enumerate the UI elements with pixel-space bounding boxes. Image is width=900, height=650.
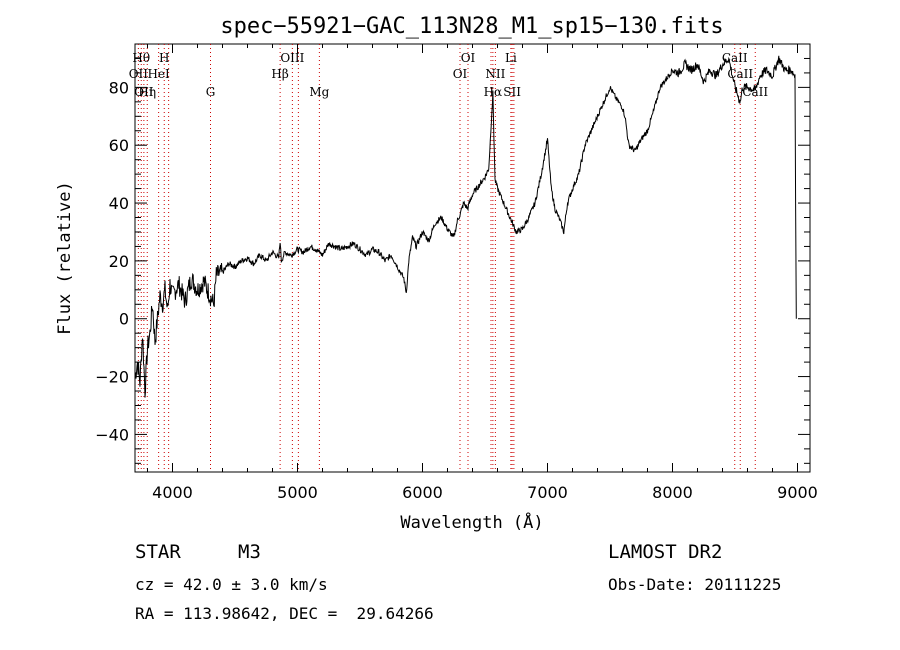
x-tick-label: 6000 xyxy=(402,483,443,502)
y-tick-label: −20 xyxy=(95,368,129,387)
survey-name: LAMOST DR2 xyxy=(608,541,723,563)
spectral-line-label: CaII xyxy=(727,67,753,81)
spectral-line-label: H xyxy=(159,51,169,65)
spectral-line-label: NII xyxy=(485,67,505,81)
x-tick-label: 7000 xyxy=(527,483,568,502)
spectral-line-label: CaII xyxy=(722,51,748,65)
object-type: STAR xyxy=(135,541,181,563)
y-tick-label: 0 xyxy=(119,310,129,329)
spectral-line-label: Li xyxy=(505,51,517,65)
spectral-line-label: G xyxy=(206,85,216,99)
spectral-line-label: Hη xyxy=(138,85,156,99)
spectral-line-label: CaII xyxy=(742,85,768,99)
spectral-line-label: OI xyxy=(453,67,468,81)
spectral-line-labels: OIIHθOIIHηHeIHGHβOIIIMgOIOIHαNIILiSIICaI… xyxy=(129,51,769,99)
y-tick-label: 80 xyxy=(109,78,129,97)
plot-frame xyxy=(134,43,811,473)
y-axis-label: Flux (relative) xyxy=(55,181,75,335)
spectral-line-label: Mg xyxy=(309,85,329,99)
spectral-line-label: SII xyxy=(503,85,521,99)
spectral-line-label: OII xyxy=(129,67,149,81)
x-axis-label: Wavelength (Å) xyxy=(400,511,543,533)
chart-title: spec−55921−GAC_113N28_M1_sp15−130.fits xyxy=(220,14,723,39)
spectral-line-label: Hθ xyxy=(132,51,150,65)
spectral-line-label: OI xyxy=(461,51,476,65)
x-tick-label: 5000 xyxy=(277,483,318,502)
spectral-line-label: Hα xyxy=(484,85,503,99)
observation-date: Obs-Date: 20111225 xyxy=(608,575,782,594)
y-tick-label: 60 xyxy=(109,136,129,155)
object-subclass: M3 xyxy=(238,541,261,563)
coordinates: RA = 113.98642, DEC = 29.64266 xyxy=(135,604,434,623)
spectral-line-label: OIII xyxy=(280,51,304,65)
spectral-line-label: HeI xyxy=(147,67,170,81)
x-tick-label: 4000 xyxy=(152,483,193,502)
y-tick-label: 40 xyxy=(109,194,129,213)
x-tick-label: 8000 xyxy=(652,483,693,502)
y-tick-label: −40 xyxy=(95,425,129,444)
spectral-line-label: Hβ xyxy=(271,67,288,81)
spectral-line-markers xyxy=(137,44,756,472)
x-tick-label: 9000 xyxy=(777,483,818,502)
spectrum-line xyxy=(134,55,797,398)
y-tick-label: 20 xyxy=(109,252,129,271)
spectral-line-label: OII xyxy=(134,85,154,99)
axes: 4000 5000 6000 7000 8000 9000 −40 −20 0 20 40 60 80 xyxy=(95,44,818,502)
redshift-velocity: cz = 42.0 ± 3.0 km/s xyxy=(135,575,328,594)
